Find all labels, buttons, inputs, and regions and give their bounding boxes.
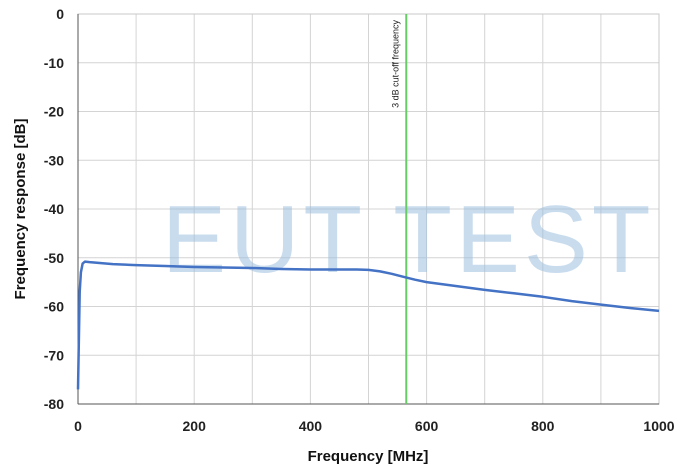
x-tick-label: 600	[415, 418, 439, 434]
x-tick-label: 400	[299, 418, 323, 434]
x-tick-label: 0	[74, 418, 82, 434]
y-axis-title: Frequency response [dB]	[12, 119, 29, 300]
x-tick-label: 200	[183, 418, 207, 434]
series-layer	[76, 260, 660, 390]
plot-area	[77, 13, 660, 405]
x-tick-label: 1000	[643, 418, 674, 434]
x-tick-labels: 0 200 400 600 800 1000	[74, 418, 675, 434]
y-tick-label: -70	[44, 347, 64, 363]
y-tick-label: -40	[44, 201, 64, 217]
series-line	[76, 260, 660, 390]
y-tick-labels: 0 -10 -20 -30 -40 -50 -60 -70 -80	[44, 6, 64, 412]
y-tick-label: -30	[44, 152, 64, 168]
x-tick-label: 800	[531, 418, 555, 434]
y-tick-label: -80	[44, 396, 64, 412]
y-tick-label: -10	[44, 55, 64, 71]
cutoff-frequency-label: 3 dB cut-off frequency	[390, 20, 400, 108]
y-tick-label: -60	[44, 299, 64, 315]
y-tick-label: -50	[44, 250, 64, 266]
x-axis-title: Frequency [MHz]	[308, 448, 429, 465]
annotation-layer: 3 dB cut-off frequency	[390, 14, 408, 404]
y-tick-label: 0	[56, 6, 64, 22]
y-tick-label: -20	[44, 104, 64, 120]
